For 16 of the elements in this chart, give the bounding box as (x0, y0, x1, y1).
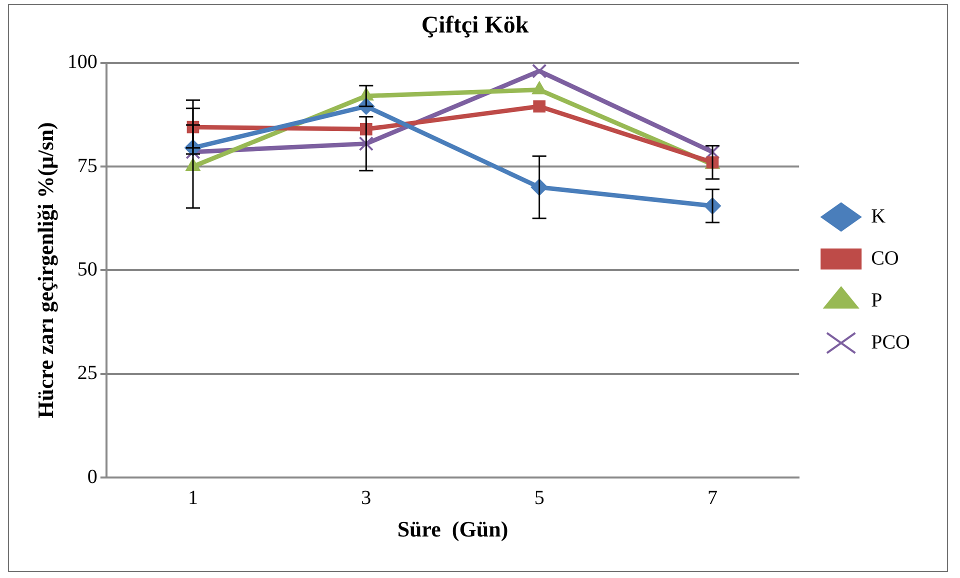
legend-label: P (871, 289, 882, 312)
x-tick-label: 1 (188, 486, 198, 509)
x-tick-label: 5 (534, 486, 544, 509)
y-tick-label: 100 (67, 51, 98, 74)
legend-label: CO (871, 247, 899, 270)
y-tick-label: 0 (87, 466, 98, 488)
y-tick-label: 75 (77, 154, 98, 177)
y-axis-title: Hücre zarı geçirgenliği %(μ/sn) (32, 122, 58, 418)
x-axis-title: Süre (Gün) (397, 516, 508, 542)
chart-title: Çiftçi Kök (421, 12, 530, 39)
x-tick-label: 3 (361, 486, 372, 509)
legend-label: PCO (871, 331, 910, 354)
y-tick-label: 50 (77, 258, 98, 280)
x-tick-label: 7 (708, 486, 718, 509)
legend-label: K (871, 205, 886, 228)
y-tick-label: 25 (77, 362, 98, 384)
